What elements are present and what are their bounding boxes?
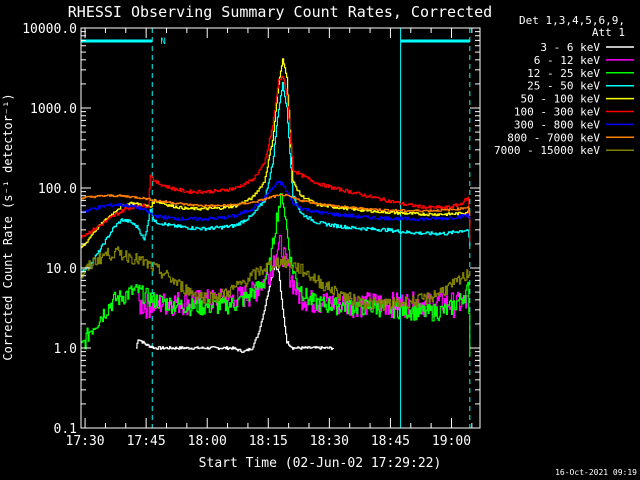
legend-header-1: Det 1,3,4,5,6,9,	[519, 14, 625, 27]
y-tick-label: 0.1	[54, 422, 77, 437]
x-tick-label: 18:15	[249, 434, 288, 449]
x-tick-label: 18:30	[310, 434, 349, 449]
legend-label: 25 - 50 keV	[527, 80, 600, 93]
legend-header-2: Att 1	[592, 26, 625, 39]
legend-label: 50 - 100 keV	[521, 93, 601, 106]
series-line	[81, 58, 471, 249]
x-tick-label: 18:00	[188, 434, 227, 449]
y-tick-label: 1000.0	[30, 102, 77, 117]
series-line	[81, 180, 471, 222]
x-tick-label: 17:30	[66, 434, 105, 449]
series-line	[136, 264, 334, 353]
y-tick-label: 10.0	[46, 262, 77, 277]
legend-label: 3 - 6 keV	[540, 41, 600, 54]
series-line	[81, 193, 471, 217]
legend-label: 6 - 12 keV	[534, 54, 601, 67]
series-line	[81, 76, 471, 242]
x-tick-label: 17:45	[127, 434, 166, 449]
y-tick-label: 10000.0	[22, 22, 77, 37]
y-tick-label: 1.0	[54, 342, 77, 357]
legend-label: 12 - 25 keV	[527, 67, 600, 80]
legend-label: 7000 - 15000 keV	[494, 144, 600, 157]
y-tick-label: 100.0	[38, 182, 77, 197]
chart-title: RHESSI Observing Summary Count Rates, Co…	[68, 3, 492, 21]
legend-label: 300 - 800 keV	[514, 118, 600, 131]
footer-timestamp: 16-Oct-2021 09:19	[555, 468, 637, 477]
y-axis-label: Corrected Count Rate (s⁻¹ detector⁻¹)	[1, 93, 15, 360]
series-line	[81, 81, 471, 273]
series-line	[81, 246, 471, 311]
flag-annotation: N	[160, 37, 165, 47]
legend-label: 800 - 7000 keV	[507, 131, 600, 144]
x-tick-label: 18:45	[371, 434, 410, 449]
x-axis-label: Start Time (02-Jun-02 17:29:22)	[199, 456, 442, 471]
x-tick-label: 19:00	[432, 434, 471, 449]
legend-label: 100 - 300 keV	[514, 106, 600, 119]
plot-frame	[80, 27, 481, 429]
series-line	[81, 193, 471, 357]
